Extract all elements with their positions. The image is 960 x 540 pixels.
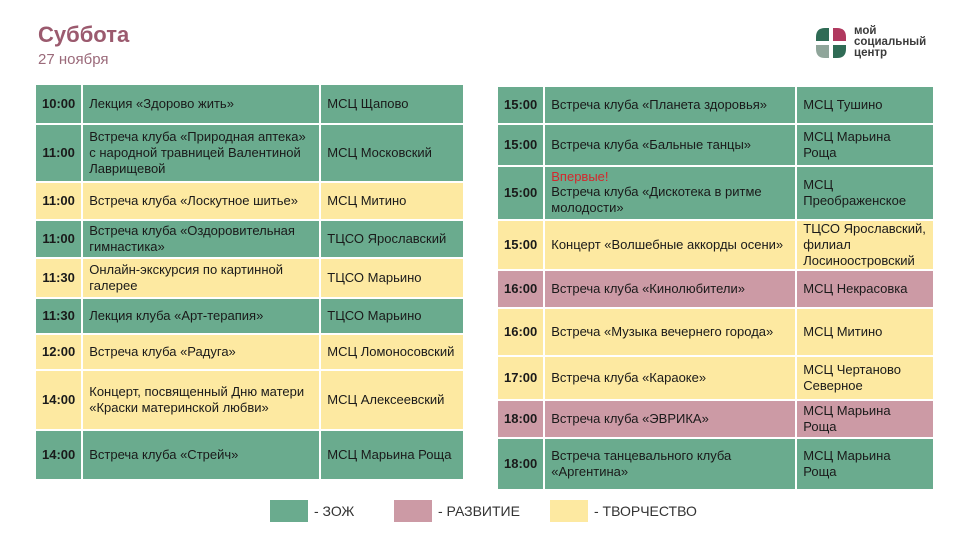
legend-item-zoj: - ЗОЖ — [270, 500, 354, 522]
table-row: 11:30 Лекция клуба «Арт-терапия» ТЦСО Ма… — [36, 299, 463, 333]
table-row: 17:00 Встреча клуба «Караоке» МСЦ Чертан… — [498, 357, 933, 399]
event-place: МСЦ Некрасовка — [797, 271, 933, 307]
table-row: 11:00 Встреча клуба «Природная аптека» с… — [36, 125, 463, 181]
event-time: 14:00 — [36, 431, 82, 479]
event-title: Лекция «Здорово жить» — [83, 85, 320, 123]
event-time: 15:00 — [498, 87, 544, 123]
event-place: МСЦ Марьина Роща — [797, 439, 933, 489]
event-place: МСЦ Преображенское — [797, 167, 933, 219]
logo-icon — [816, 28, 846, 58]
table-row: 14:00 Встреча клуба «Стрейч» МСЦ Марьина… — [36, 431, 463, 479]
event-title: Концерт, посвященный Дню матери «Краски … — [83, 371, 320, 429]
event-place: МСЦ Марьина Роща — [797, 401, 933, 437]
event-place: ТЦСО Ярославский — [321, 221, 463, 257]
event-time: 11:00 — [36, 183, 82, 219]
table-row: 16:00 Встреча клуба «Кинолюбители» МСЦ Н… — [498, 271, 933, 307]
page-title: Суббота — [38, 22, 130, 47]
event-place: МСЦ Митино — [321, 183, 463, 219]
event-time: 11:30 — [36, 299, 82, 333]
table-row: 10:00 Лекция «Здорово жить» МСЦ Щапово — [36, 85, 463, 123]
event-title: Встреча клуба «Бальные танцы» — [545, 125, 796, 165]
event-place: ТЦСО Марьино — [321, 259, 463, 297]
event-place: МСЦ Митино — [797, 309, 933, 355]
logo-line-2: социальный — [854, 36, 927, 48]
event-place: МСЦ Тушино — [797, 87, 933, 123]
event-time: 10:00 — [36, 85, 82, 123]
legend-label: - РАЗВИТИЕ — [438, 503, 520, 519]
first-time-note: Впервые! — [551, 169, 609, 184]
logo-line-3: центр — [854, 47, 888, 59]
event-title: Онлайн-экскурсия по картинной галерее — [83, 259, 320, 297]
event-title-cell: Впервые! Встреча клуба «Дискотека в ритм… — [545, 167, 796, 219]
table-row: 11:00 Встреча клуба «Оздоровительная гим… — [36, 221, 463, 257]
schedule-table-left: 10:00 Лекция «Здорово жить» МСЦ Щапово 1… — [34, 83, 465, 481]
legend-swatch — [394, 500, 432, 522]
table-row: 15:00 Концерт «Волшебные аккорды осени» … — [498, 221, 933, 269]
event-title: Встреча клуба «Природная аптека» с народ… — [83, 125, 320, 181]
event-title: Встреча клуба «Дискотека в ритме молодос… — [551, 184, 762, 215]
event-place: МСЦ Ломоносовский — [321, 335, 463, 369]
event-time: 16:00 — [498, 271, 544, 307]
event-time: 11:00 — [36, 221, 82, 257]
legend-swatch — [550, 500, 588, 522]
event-title: Встреча клуба «Стрейч» — [83, 431, 320, 479]
event-time: 11:00 — [36, 125, 82, 181]
table-row: 14:00 Концерт, посвященный Дню матери «К… — [36, 371, 463, 429]
event-time: 11:30 — [36, 259, 82, 297]
event-title: Встреча клуба «Планета здоровья» — [545, 87, 796, 123]
event-place: МСЦ Щапово — [321, 85, 463, 123]
event-title: Встреча клуба «Лоскутное шитье» — [83, 183, 320, 219]
event-time: 15:00 — [498, 221, 544, 269]
event-place: МСЦ Марьина Роща — [797, 125, 933, 165]
table-row: 15:00 Впервые! Встреча клуба «Дискотека … — [498, 167, 933, 219]
event-time: 14:00 — [36, 371, 82, 429]
legend-swatch — [270, 500, 308, 522]
event-title: Встреча клуба «Радуга» — [83, 335, 320, 369]
event-time: 18:00 — [498, 439, 544, 489]
event-title: Встреча клуба «Караоке» — [545, 357, 796, 399]
table-row: 18:00 Встреча клуба «ЭВРИКА» МСЦ Марьина… — [498, 401, 933, 437]
event-title: Встреча клуба «ЭВРИКА» — [545, 401, 796, 437]
page-date: 27 ноября — [38, 51, 109, 68]
event-time: 15:00 — [498, 167, 544, 219]
table-row: 18:00 Встреча танцевального клуба «Арген… — [498, 439, 933, 489]
event-title: Встреча «Музыка вечернего города» — [545, 309, 796, 355]
table-row: 15:00 Встреча клуба «Бальные танцы» МСЦ … — [498, 125, 933, 165]
legend-item-tvorchestvo: - ТВОРЧЕСТВО — [550, 500, 697, 522]
event-time: 17:00 — [498, 357, 544, 399]
logo: мой социальный центр — [814, 25, 927, 60]
event-place: ТЦСО Ярославский, филиал Лосиноостровски… — [797, 221, 933, 269]
table-row: 12:00 Встреча клуба «Радуга» МСЦ Ломонос… — [36, 335, 463, 369]
event-time: 15:00 — [498, 125, 544, 165]
table-row: 11:30 Онлайн-экскурсия по картинной гале… — [36, 259, 463, 297]
event-title: Встреча танцевального клуба «Аргентина» — [545, 439, 796, 489]
table-row: 11:00 Встреча клуба «Лоскутное шитье» МС… — [36, 183, 463, 219]
event-place: МСЦ Марьина Роща — [321, 431, 463, 479]
schedule-table-right: 15:00 Встреча клуба «Планета здоровья» М… — [496, 85, 935, 491]
event-time: 12:00 — [36, 335, 82, 369]
event-place: МСЦ Алексеевский — [321, 371, 463, 429]
legend-label: - ТВОРЧЕСТВО — [594, 503, 697, 519]
table-row: 16:00 Встреча «Музыка вечернего города» … — [498, 309, 933, 355]
legend-label: - ЗОЖ — [314, 503, 355, 519]
event-place: МСЦ Чертаново Северное — [797, 357, 933, 399]
event-time: 18:00 — [498, 401, 544, 437]
table-row: 15:00 Встреча клуба «Планета здоровья» М… — [498, 87, 933, 123]
event-place: МСЦ Московский — [321, 125, 463, 181]
event-time: 16:00 — [498, 309, 544, 355]
event-title: Встреча клуба «Оздоровительная гимнастик… — [83, 221, 320, 257]
event-title: Встреча клуба «Кинолюбители» — [545, 271, 796, 307]
event-title: Лекция клуба «Арт-терапия» — [83, 299, 320, 333]
event-place: ТЦСО Марьино — [321, 299, 463, 333]
logo-line-1: мой — [854, 25, 877, 37]
event-title: Концерт «Волшебные аккорды осени» — [545, 221, 796, 269]
legend-item-razvitie: - РАЗВИТИЕ — [394, 500, 520, 522]
